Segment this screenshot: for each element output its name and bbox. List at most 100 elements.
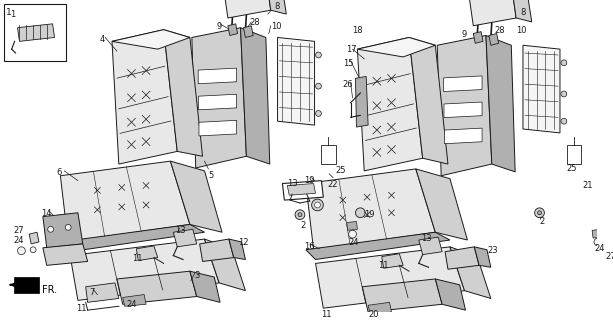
Text: 11: 11: [76, 304, 86, 313]
Text: 27: 27: [13, 226, 25, 236]
Polygon shape: [382, 254, 403, 268]
Polygon shape: [86, 283, 119, 302]
Text: 1: 1: [10, 10, 15, 19]
Circle shape: [561, 91, 567, 97]
Circle shape: [30, 247, 36, 253]
Text: 15: 15: [343, 59, 353, 68]
Polygon shape: [473, 32, 483, 43]
Polygon shape: [347, 221, 357, 230]
Text: 20: 20: [368, 310, 379, 319]
Circle shape: [295, 210, 305, 220]
Polygon shape: [198, 68, 237, 84]
Text: 1: 1: [6, 8, 12, 17]
Text: 10: 10: [516, 26, 527, 35]
Polygon shape: [229, 239, 245, 260]
Text: 8: 8: [275, 2, 280, 12]
Polygon shape: [512, 0, 531, 22]
Text: 13: 13: [421, 234, 432, 243]
Polygon shape: [199, 120, 237, 136]
Polygon shape: [316, 247, 465, 308]
Text: 25: 25: [567, 164, 577, 173]
Polygon shape: [18, 24, 55, 41]
Polygon shape: [43, 244, 88, 265]
Polygon shape: [474, 247, 491, 267]
Text: 10: 10: [271, 22, 281, 31]
Polygon shape: [267, 0, 286, 14]
Polygon shape: [117, 271, 197, 304]
Text: 19: 19: [304, 176, 314, 185]
Polygon shape: [13, 277, 39, 292]
Polygon shape: [362, 279, 442, 312]
Polygon shape: [470, 0, 516, 26]
Text: 27: 27: [606, 252, 613, 261]
Polygon shape: [419, 237, 442, 255]
Polygon shape: [592, 229, 603, 238]
Text: 3: 3: [195, 271, 200, 280]
Polygon shape: [70, 239, 219, 300]
Polygon shape: [29, 232, 39, 244]
Polygon shape: [368, 302, 392, 314]
Polygon shape: [4, 4, 66, 61]
Text: 9: 9: [462, 30, 467, 39]
Circle shape: [298, 213, 302, 217]
Text: 4: 4: [99, 35, 105, 44]
Polygon shape: [205, 239, 245, 291]
Polygon shape: [437, 36, 492, 176]
Circle shape: [349, 230, 356, 238]
Polygon shape: [489, 34, 498, 45]
Text: 17: 17: [346, 45, 356, 54]
Text: 7: 7: [89, 288, 95, 297]
Circle shape: [538, 211, 541, 215]
Text: 23: 23: [487, 246, 498, 255]
Polygon shape: [200, 239, 234, 261]
Polygon shape: [43, 213, 83, 248]
Polygon shape: [444, 128, 482, 144]
Polygon shape: [306, 232, 450, 260]
Polygon shape: [136, 246, 158, 260]
Polygon shape: [164, 30, 202, 156]
Text: 5: 5: [208, 171, 214, 180]
Polygon shape: [112, 30, 177, 164]
Polygon shape: [357, 37, 435, 57]
Text: 28: 28: [249, 18, 260, 27]
Text: 2: 2: [539, 217, 545, 226]
Polygon shape: [190, 271, 220, 302]
Polygon shape: [567, 145, 581, 164]
Polygon shape: [409, 37, 448, 164]
Text: 13: 13: [287, 179, 298, 188]
Polygon shape: [416, 169, 468, 240]
Circle shape: [48, 226, 53, 232]
Polygon shape: [486, 36, 515, 172]
Text: 24: 24: [594, 244, 604, 253]
Polygon shape: [112, 30, 190, 49]
Polygon shape: [283, 180, 323, 200]
Polygon shape: [278, 37, 314, 125]
Circle shape: [594, 238, 602, 246]
Text: 13: 13: [175, 226, 186, 236]
Polygon shape: [435, 279, 465, 310]
Text: 9: 9: [216, 22, 221, 31]
Circle shape: [311, 199, 323, 211]
Text: 6: 6: [56, 168, 62, 177]
Circle shape: [18, 247, 25, 255]
Circle shape: [314, 202, 321, 208]
Text: 18: 18: [352, 26, 363, 35]
Circle shape: [535, 208, 544, 218]
Polygon shape: [240, 28, 270, 164]
Text: 11: 11: [321, 310, 332, 319]
Text: 28: 28: [495, 26, 505, 35]
Text: 26: 26: [343, 80, 354, 89]
Polygon shape: [224, 0, 271, 18]
Text: 24: 24: [349, 238, 359, 247]
Text: 8: 8: [520, 8, 525, 17]
Polygon shape: [287, 184, 316, 195]
Polygon shape: [356, 76, 368, 127]
Text: 16: 16: [304, 242, 314, 251]
Polygon shape: [357, 37, 422, 171]
Polygon shape: [523, 45, 560, 133]
Text: 22: 22: [327, 180, 338, 189]
Polygon shape: [173, 229, 197, 247]
Polygon shape: [306, 169, 435, 250]
Polygon shape: [123, 294, 146, 306]
Polygon shape: [170, 161, 222, 232]
